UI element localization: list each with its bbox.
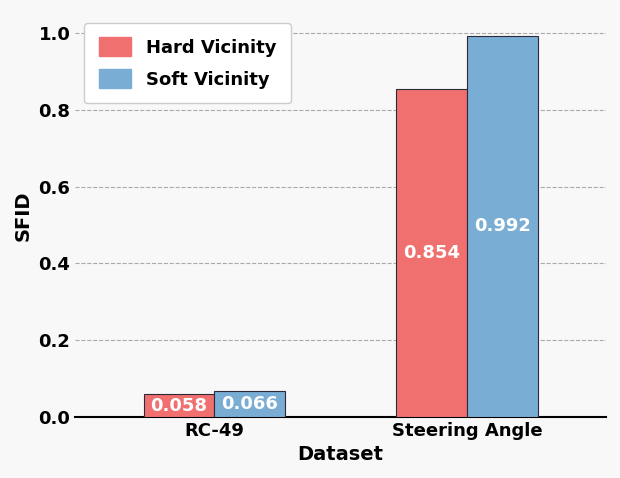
Bar: [396, 89, 467, 417]
Y-axis label: SFID: SFID: [14, 190, 33, 240]
Text: 0.992: 0.992: [474, 217, 531, 236]
Bar: [144, 394, 215, 417]
Text: 0.058: 0.058: [151, 397, 208, 414]
X-axis label: Dataset: Dataset: [298, 445, 384, 464]
Bar: [215, 391, 285, 417]
Bar: [467, 36, 538, 417]
Text: 0.066: 0.066: [221, 395, 278, 413]
Text: 0.854: 0.854: [403, 244, 460, 262]
Legend: Hard Vicinity, Soft Vicinity: Hard Vicinity, Soft Vicinity: [84, 23, 291, 103]
